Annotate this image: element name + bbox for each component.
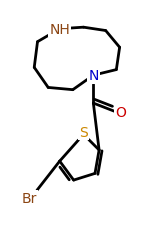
Text: S: S — [79, 126, 88, 140]
Text: NH: NH — [49, 23, 70, 37]
Text: N: N — [88, 69, 99, 83]
Text: O: O — [115, 106, 126, 119]
Text: Br: Br — [22, 191, 37, 205]
